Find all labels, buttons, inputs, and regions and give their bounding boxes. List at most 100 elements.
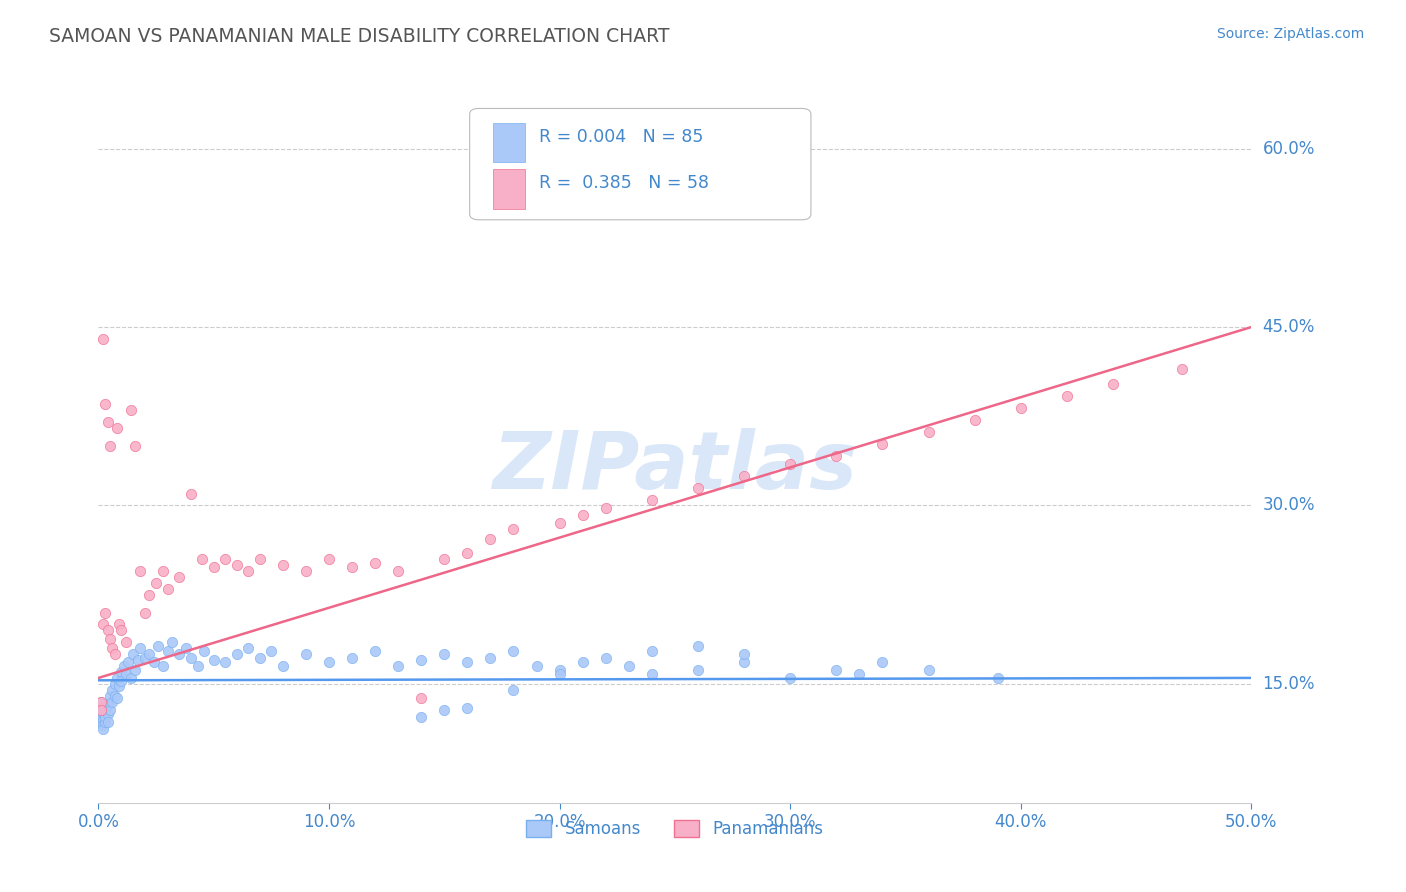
Point (340, 650, 363, 665)
Point (98, 439, 121, 453)
Point (124, 663, 146, 677)
Point (433, 647, 456, 661)
Point (686, 639, 709, 653)
Point (110, 674, 132, 689)
Point (91, 722, 114, 736)
Point (779, 457, 801, 471)
Point (110, 665, 132, 679)
Point (733, 647, 755, 661)
Point (502, 682, 524, 697)
Point (152, 659, 174, 673)
Point (872, 436, 894, 450)
Point (571, 508, 593, 522)
Point (129, 564, 152, 578)
Point (120, 403, 142, 417)
Point (94, 606, 117, 620)
Point (101, 695, 124, 709)
Point (105, 671, 128, 685)
Point (191, 552, 214, 566)
Point (138, 647, 160, 661)
Point (180, 650, 202, 665)
Point (112, 659, 135, 673)
Point (502, 522, 524, 536)
Point (733, 468, 755, 483)
Point (103, 647, 125, 661)
Point (1102, 377, 1125, 392)
Point (105, 691, 128, 706)
Point (548, 516, 571, 531)
Point (152, 564, 174, 578)
Point (411, 710, 433, 724)
FancyBboxPatch shape (492, 169, 524, 209)
Point (225, 647, 247, 661)
Point (238, 564, 260, 578)
Point (456, 700, 478, 714)
Point (160, 635, 183, 649)
Point (364, 556, 387, 570)
Point (94, 710, 117, 724)
Point (98, 703, 121, 717)
Point (94, 703, 117, 717)
Point (249, 650, 271, 665)
Point (214, 552, 236, 566)
Point (433, 552, 456, 566)
Point (595, 650, 617, 665)
Point (295, 647, 318, 661)
Point (174, 641, 197, 656)
Point (387, 659, 409, 673)
Text: 15.0%: 15.0% (1263, 675, 1315, 693)
Point (97, 706, 120, 721)
Point (411, 691, 433, 706)
Point (641, 667, 664, 681)
Point (97, 714, 120, 729)
Point (617, 659, 640, 673)
Point (148, 639, 170, 653)
Point (225, 558, 247, 572)
Point (91, 700, 114, 714)
Text: SAMOAN VS PANAMANIAN MALE DISABILITY CORRELATION CHART: SAMOAN VS PANAMANIAN MALE DISABILITY COR… (49, 27, 669, 45)
Point (502, 643, 524, 657)
Point (987, 671, 1010, 685)
Point (641, 643, 664, 657)
Point (120, 671, 142, 685)
Text: 45.0%: 45.0% (1263, 318, 1315, 336)
Point (156, 582, 179, 596)
Point (91, 706, 114, 721)
Point (108, 617, 131, 632)
Point (387, 564, 409, 578)
Point (1171, 361, 1194, 376)
Point (825, 663, 848, 677)
Point (94, 714, 117, 729)
Point (91, 718, 114, 732)
Point (115, 667, 138, 681)
Text: 30.0%: 30.0% (1263, 497, 1315, 515)
Point (103, 689, 125, 703)
Point (187, 659, 209, 673)
Point (917, 663, 939, 677)
Point (872, 656, 894, 670)
Point (134, 606, 156, 620)
Point (193, 643, 215, 657)
Point (271, 558, 294, 572)
Point (595, 500, 617, 515)
Point (526, 659, 548, 673)
Point (94, 397, 117, 411)
Point (127, 653, 149, 667)
Point (364, 643, 387, 657)
Point (142, 656, 165, 670)
Point (202, 560, 225, 574)
Point (641, 492, 664, 507)
Point (686, 481, 709, 495)
Point (91, 617, 114, 632)
Point (260, 643, 283, 657)
Point (214, 656, 236, 670)
Point (340, 560, 363, 574)
Point (124, 439, 146, 453)
Point (98, 632, 121, 646)
Point (411, 653, 433, 667)
Text: ZIPatlas: ZIPatlas (492, 428, 858, 507)
Point (848, 667, 870, 681)
Point (571, 656, 593, 670)
Point (90, 703, 112, 717)
Point (90, 714, 112, 729)
